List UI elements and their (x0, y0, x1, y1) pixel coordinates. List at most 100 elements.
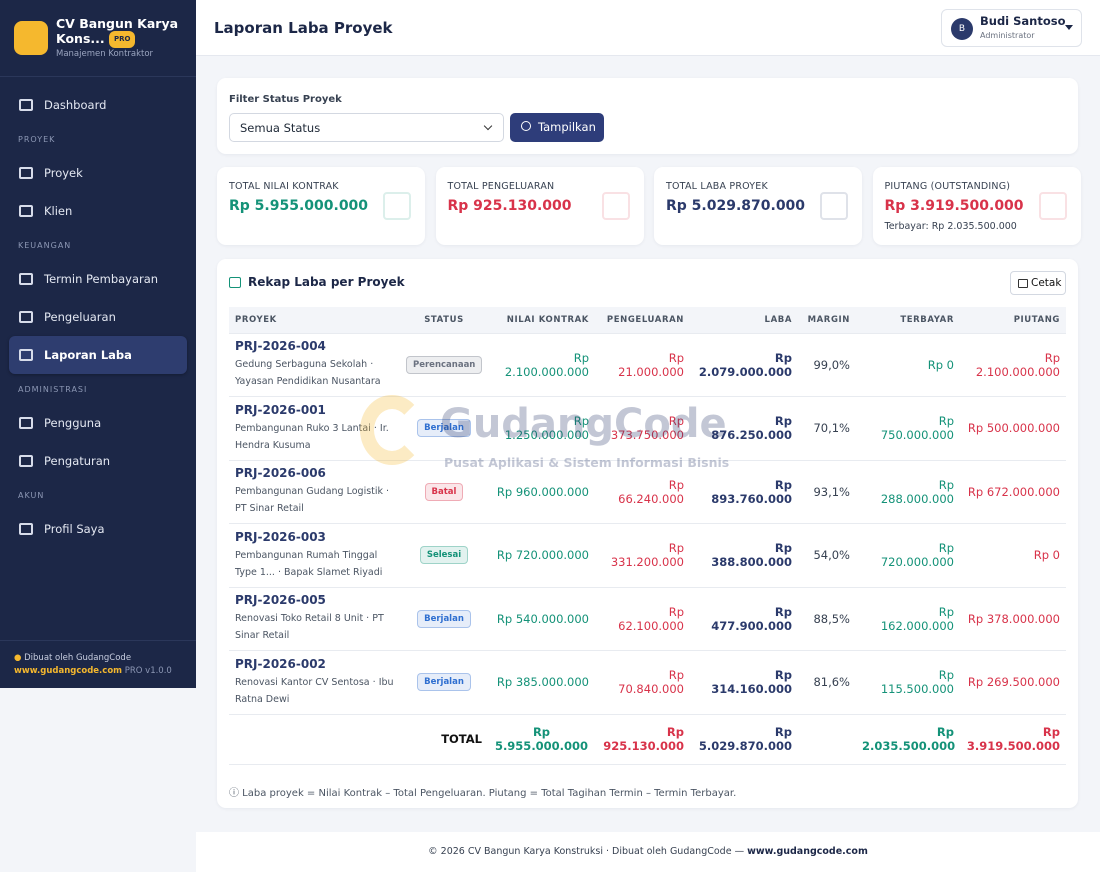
version: PRO v1.0.0 (124, 666, 172, 676)
nav-item[interactable]: Pengeluaran (9, 298, 187, 336)
brand-logo (14, 21, 48, 55)
nav-label: Profil Saya (44, 522, 105, 536)
piutang-cell: Rp 2.100.000.000 (960, 332, 1066, 397)
nav-icon (19, 523, 33, 535)
table-row: PRJ-2026-002 Renovasi Kantor CV Sentosa ·… (229, 650, 1066, 714)
site-line: www.gudangcode.com PRO v1.0.0 (14, 665, 172, 678)
stat-card: TOTAL NILAI KONTRAK Rp 5.955.000.000 (217, 167, 425, 245)
user-role: Administrator (980, 31, 1035, 40)
stat-label: TOTAL LABA PROYEK (666, 181, 768, 192)
footer-link[interactable]: www.gudangcode.com (747, 846, 868, 857)
stat-icon (820, 192, 848, 220)
header: Laporan Laba Proyek B Budi Santoso Admin… (196, 0, 1100, 56)
filter-label: Filter Status Proyek (229, 94, 342, 105)
nav-item[interactable]: Pengaturan (9, 442, 187, 480)
piutang-cell: Rp 378.000.000 (960, 586, 1066, 651)
column-header: MARGIN (798, 307, 856, 333)
project-code[interactable]: PRJ-2026-001 (235, 402, 326, 417)
stat-value: Rp 925.130.000 (447, 198, 572, 214)
nav-icon (19, 417, 33, 429)
column-header: PROYEK (229, 307, 400, 333)
project-desc: Renovasi Toko Retail 8 Unit · PT Sinar R… (235, 613, 384, 642)
terbayar-cell: Rp 162.000.000 (856, 586, 960, 651)
total-terbayar: Rp 2.035.500.000 (856, 713, 960, 765)
project-code[interactable]: PRJ-2026-003 (235, 529, 326, 544)
project-cell: PRJ-2026-001 Pembangunan Ruko 3 Lantai · … (229, 396, 400, 460)
margin-cell: 81,6% (798, 650, 856, 714)
margin-cell: 99,0% (798, 332, 856, 397)
print-button[interactable]: Cetak (1010, 271, 1066, 295)
project-desc: Renovasi Kantor CV Sentosa · Ibu Ratna D… (235, 676, 394, 705)
user-menu[interactable]: B Budi Santoso Administrator (941, 9, 1082, 47)
nav-item[interactable]: Termin Pembayaran (9, 260, 187, 298)
nilai-cell: Rp 960.000.000 (488, 459, 595, 524)
stat-card: TOTAL LABA PROYEK Rp 5.029.870.000 (654, 167, 862, 245)
nav-label: Pengeluaran (44, 310, 116, 324)
credit-text: Dibuat oleh GudangCode (24, 653, 132, 663)
nav-label: Proyek (44, 166, 83, 180)
nilai-cell: Rp 385.000.000 (488, 650, 595, 714)
column-header: NILAI KONTRAK (488, 307, 595, 333)
user-name: Budi Santoso (980, 14, 1066, 28)
credit: ● Dibuat oleh GudangCode (14, 653, 132, 663)
stat-card: TOTAL PENGELUARAN Rp 925.130.000 (435, 167, 644, 245)
nav-item[interactable]: Profil Saya (9, 510, 187, 548)
nav-label: Pengaturan (44, 454, 111, 468)
nav-item[interactable]: Dashboard (9, 86, 187, 124)
status-badge: Batal (424, 482, 464, 501)
column-header: LABA (690, 307, 798, 333)
project-desc: Pembangunan Gudang Logistik · PT Sinar R… (235, 486, 390, 515)
sidebar: CV Bangun Karya Kons... PRO Manajemen Ko… (0, 0, 196, 688)
pengeluaran-cell: Rp 373.750.000 (595, 396, 690, 460)
status-cell: Perencanaan (400, 332, 488, 397)
piutang-cell: Rp 0 (960, 523, 1066, 587)
nav-item[interactable]: Pengguna (9, 404, 187, 442)
nav-item[interactable]: Proyek (9, 154, 187, 192)
project-cell: PRJ-2026-006 Pembangunan Gudang Logistik … (229, 459, 400, 524)
table-row: PRJ-2026-001 Pembangunan Ruko 3 Lantai · … (229, 396, 1066, 460)
laba-cell: Rp 876.250.000 (690, 396, 798, 460)
nav-label: Dashboard (44, 98, 107, 112)
nav-icon (19, 205, 33, 217)
site-link[interactable]: www.gudangcode.com (14, 666, 123, 676)
filter-card: Filter Status Proyek Semua Status Tampil… (217, 78, 1078, 154)
pengeluaran-cell: Rp 66.240.000 (595, 459, 690, 524)
footer-text: © 2026 CV Bangun Karya Konstruksi · Dibu… (428, 846, 745, 857)
stat-value: Rp 5.955.000.000 (229, 198, 369, 214)
column-header: PIUTANG (960, 307, 1066, 333)
nav-label: Termin Pembayaran (44, 272, 159, 286)
project-code[interactable]: PRJ-2026-002 (235, 656, 326, 671)
stat-icon (1038, 192, 1067, 220)
brand-name-text: CV Bangun Karya Kons... (56, 16, 179, 46)
sidebar-footer: ● Dibuat oleh GudangCode www.gudangcode.… (14, 652, 172, 678)
margin-cell: 54,0% (798, 523, 856, 587)
divider (0, 640, 196, 641)
column-header: STATUS (400, 307, 488, 333)
margin-cell: 88,5% (798, 586, 856, 651)
piutang-cell: Rp 672.000.000 (960, 459, 1066, 524)
table-row: PRJ-2026-004 Gedung Serbaguna Sekolah · Y… (229, 332, 1066, 397)
terbayar-cell: Rp 720.000.000 (856, 523, 960, 587)
show-button[interactable]: Tampilkan (510, 113, 604, 142)
project-code[interactable]: PRJ-2026-004 (235, 339, 326, 354)
terbayar-cell: Rp 288.000.000 (856, 459, 960, 524)
margin-cell: 93,1% (798, 459, 856, 524)
stat-icon (383, 192, 411, 220)
nav: Dashboard PROYEK Proyek Klien KEUANGAN Termin… (0, 86, 196, 548)
project-code[interactable]: PRJ-2026-005 (235, 593, 326, 608)
nav-icon (19, 311, 33, 323)
pengeluaran-cell: Rp 331.200.000 (595, 523, 690, 587)
project-cell: PRJ-2026-004 Gedung Serbaguna Sekolah · Y… (229, 332, 400, 397)
divider (0, 76, 196, 77)
nilai-cell: Rp 2.100.000.000 (488, 332, 595, 397)
status-cell: Berjalan (400, 396, 488, 460)
status-select[interactable]: Semua Status (229, 113, 504, 142)
project-code[interactable]: PRJ-2026-006 (235, 466, 326, 481)
stat-label: TOTAL NILAI KONTRAK (229, 181, 339, 192)
nav-item[interactable]: Laporan Laba (9, 336, 187, 374)
nav-item[interactable]: Klien (9, 192, 187, 230)
status-badge: Berjalan (417, 673, 471, 692)
table-note: ⓘ Laba proyek = Nilai Kontrak – Total Pe… (229, 788, 737, 799)
piutang-cell: Rp 500.000.000 (960, 396, 1066, 460)
